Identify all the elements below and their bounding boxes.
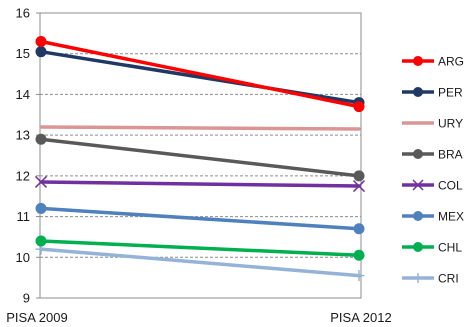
legend-item-cri: CRI (402, 272, 459, 286)
data-point-arg-2 (353, 101, 365, 113)
legend-item-col: COL (402, 179, 463, 193)
legend-label-chl: CHL (438, 241, 462, 255)
x-tick-label-2: PISA 2012 (330, 310, 391, 325)
data-point-arg-1 (35, 36, 47, 47)
legend-label-col: COL (438, 179, 463, 193)
legend-label-mex: MEX (438, 210, 464, 224)
y-tick-label-12: 12 (16, 168, 30, 183)
y-tick-label-14: 14 (16, 87, 30, 102)
data-point-col-1-stroke-1 (34, 175, 48, 188)
y-tick-label-11: 11 (17, 209, 31, 224)
legend-item-bra: BRA (402, 148, 463, 162)
series-lines (34, 36, 366, 282)
legend-marker-col (412, 179, 424, 191)
y-tick-label-13: 13 (16, 128, 30, 143)
y-tick-label-16: 16 (16, 6, 30, 21)
data-point-bra-1 (35, 133, 47, 145)
legend-label-arg: ARG (438, 55, 464, 69)
data-point-bra-2 (353, 170, 365, 182)
y-tick-label-15: 15 (16, 46, 30, 61)
tick-labels: 9 10 11 12 13 14 15 16 PISA 2009 PISA 2012 (6, 6, 391, 326)
plot-area-border (39, 12, 362, 299)
legend-label-cri: CRI (438, 272, 459, 286)
legend-marker-cri (413, 273, 423, 283)
data-point-per-1 (35, 46, 47, 58)
legend: ARG PER URY BRA COL MEX CHL CRI (402, 55, 464, 286)
legend-item-chl: CHL (402, 241, 462, 255)
legend-label-per: PER (438, 86, 463, 100)
data-point-col-2-stroke-1 (352, 180, 366, 193)
legend-marker-per (413, 87, 423, 97)
data-point-mex-1 (35, 202, 47, 214)
series-line-cri (39, 247, 361, 278)
series-line-per (39, 49, 361, 105)
legend-item-mex: MEX (402, 210, 464, 224)
data-point-col-1 (34, 175, 48, 188)
axes (36, 12, 362, 299)
legend-label-ury: URY (438, 117, 463, 131)
y-tick-label-10: 10 (16, 250, 30, 265)
legend-label-bra: BRA (438, 148, 463, 162)
legend-marker-arg (413, 56, 423, 66)
series-line-col (39, 180, 361, 188)
data-point-mex-2 (353, 223, 365, 235)
legend-item-ury: URY (402, 117, 463, 131)
data-point-cri-2 (353, 270, 365, 282)
y-tick-label-9: 9 (23, 291, 30, 306)
legend-marker-bra (413, 149, 423, 159)
series-line-chl (39, 239, 361, 257)
x-tick-label-1: PISA 2009 (6, 310, 67, 325)
legend-item-per: PER (402, 86, 463, 100)
series-line-bra (39, 137, 361, 178)
legend-item-arg: ARG (402, 55, 464, 69)
data-point-chl-2 (353, 249, 365, 261)
legend-marker-chl (413, 242, 423, 252)
legend-marker-mex (413, 211, 423, 221)
series-line-arg (39, 39, 361, 109)
series-line-ury (39, 125, 361, 131)
series-line-mex (39, 206, 361, 231)
data-point-chl-1 (35, 235, 47, 247)
legend-marker-col-stroke-1 (412, 179, 424, 191)
data-point-col-2 (352, 180, 366, 193)
